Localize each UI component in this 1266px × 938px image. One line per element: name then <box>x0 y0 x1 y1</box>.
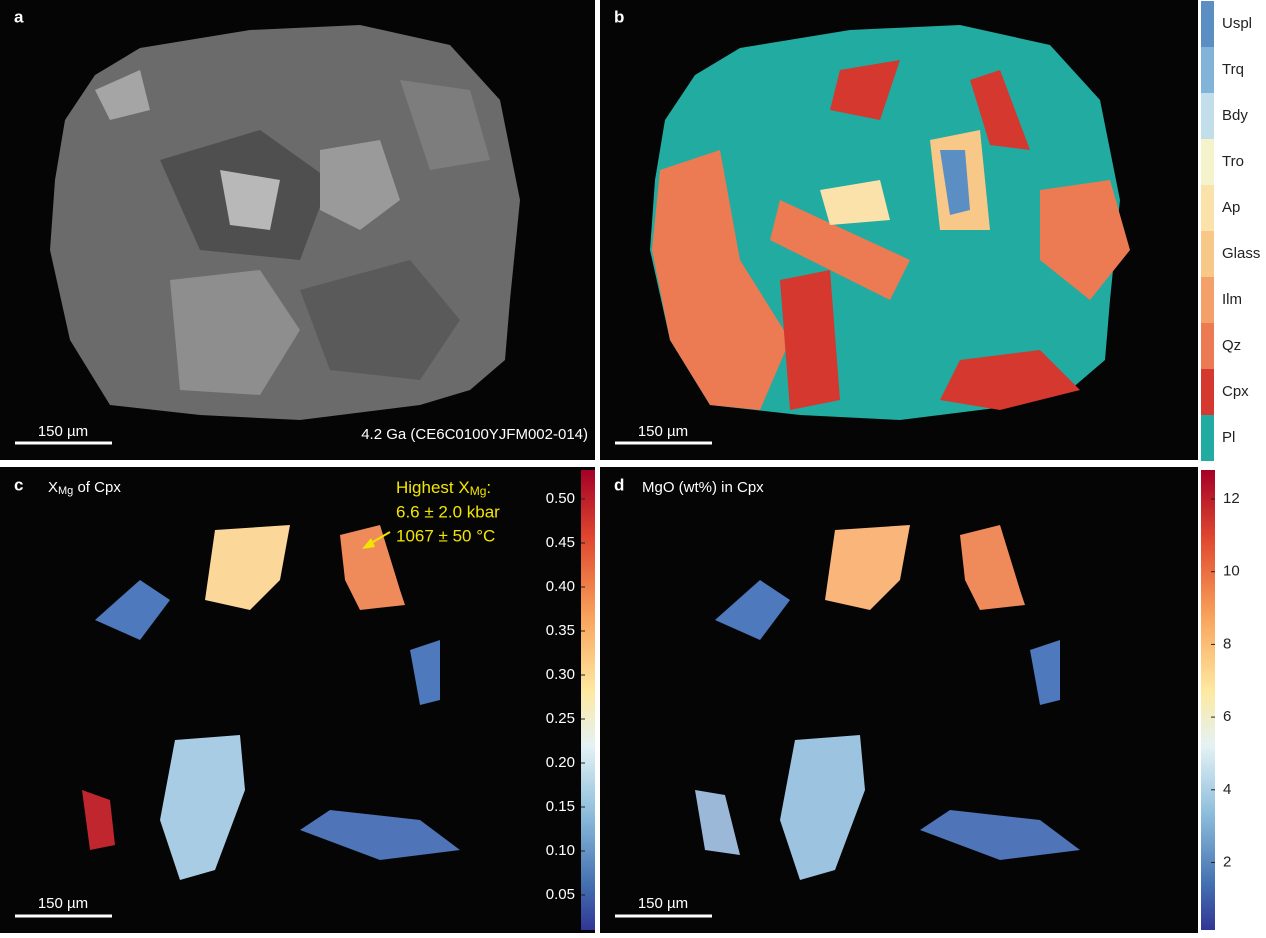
phase-region <box>820 180 890 225</box>
cpx-region <box>160 735 245 880</box>
colorbar <box>1201 470 1215 930</box>
legend-label: Ap <box>1222 199 1240 216</box>
panel-title: MgO (wt%) in Cpx <box>642 479 764 496</box>
cpx-region <box>82 790 115 850</box>
annotation: Highest XMg: <box>396 478 491 498</box>
annotation-part: : <box>486 478 491 497</box>
cpx-region <box>410 640 440 705</box>
legend-swatch <box>1201 277 1214 323</box>
legend-label: Glass <box>1222 245 1260 262</box>
phase-region <box>770 200 910 300</box>
annotation-part: Highest X <box>396 478 470 497</box>
legend-label: Qz <box>1222 337 1241 354</box>
phase-region <box>940 350 1080 410</box>
title-part: of Cpx <box>73 479 121 496</box>
legend-label: Tro <box>1222 153 1244 170</box>
panel-d: d MgO (wt%) in Cpx 150 µm 12 10 8 6 4 2 <box>600 467 1240 933</box>
scale-label: 150 µm <box>38 895 88 912</box>
colorbar-tick-label: 6 <box>1223 708 1231 725</box>
legend-swatch <box>1201 185 1214 231</box>
legend-swatch <box>1201 369 1214 415</box>
legend-label: Pl <box>1222 429 1235 446</box>
cpx-region <box>1030 640 1060 705</box>
colorbar-tick-label: 0.05 <box>546 886 575 903</box>
colorbar-ticks: 12 10 8 6 4 2 <box>1211 490 1240 870</box>
colorbar-tick-label: 4 <box>1223 781 1231 798</box>
cpx-region <box>920 810 1080 860</box>
colorbar-tick-label: 0.50 <box>546 490 575 507</box>
legend-swatch <box>1201 139 1214 185</box>
colorbar-tick-label: 0.40 <box>546 578 575 595</box>
panel-label: a <box>14 7 24 26</box>
cpx-region <box>715 580 790 640</box>
colorbar-tick-label: 0.25 <box>546 710 575 727</box>
cpx-region <box>825 525 910 610</box>
title-sub: Mg <box>58 485 73 497</box>
colorbar-ticks: 0.50 0.45 0.40 0.35 0.30 0.25 0.20 0.15 0.10 0.05 <box>546 490 585 903</box>
panel-label: c <box>14 475 23 494</box>
legend-label: Bdy <box>1222 107 1248 124</box>
arrow-head <box>362 538 375 549</box>
phase-region <box>970 70 1030 150</box>
phase-region <box>652 150 790 410</box>
title-part: X <box>48 479 58 496</box>
colorbar-tick-label: 2 <box>1223 853 1231 870</box>
grain <box>220 170 280 230</box>
annotation: 6.6 ± 2.0 kbar <box>396 502 500 521</box>
colorbar-tick-label: 0.15 <box>546 798 575 815</box>
panel-label: b <box>614 7 624 26</box>
phase-region <box>1040 180 1130 300</box>
legend-swatch <box>1201 231 1214 277</box>
colorbar-tick-label: 0.10 <box>546 842 575 859</box>
colorbar-tick-label: 0.20 <box>546 754 575 771</box>
scale-label: 150 µm <box>38 423 88 440</box>
grain <box>95 70 150 120</box>
annotation-sub: Mg <box>470 484 487 498</box>
legend-label: Trq <box>1222 61 1244 78</box>
panel-label: d <box>614 475 624 494</box>
legend-swatch <box>1201 93 1214 139</box>
colorbar-tick-label: 8 <box>1223 635 1231 652</box>
cpx-region <box>300 810 460 860</box>
legend-swatch <box>1201 1 1214 47</box>
grain <box>300 260 460 380</box>
caption: 4.2 Ga (CE6C0100YJFM002-014) <box>361 426 588 443</box>
colorbar <box>581 470 595 930</box>
scale-label: 150 µm <box>638 423 688 440</box>
legend-swatch <box>1201 47 1214 93</box>
panel-b: b 150 µm Uspl Trq Bdy Tro Ap Glass Ilm Qz Cpx Pl <box>600 0 1260 461</box>
grain <box>400 80 490 170</box>
grain <box>320 140 400 230</box>
scale-label: 150 µm <box>638 895 688 912</box>
cpx-region <box>205 525 290 610</box>
panel-title: XMg of Cpx <box>48 479 121 497</box>
cpx-region <box>960 525 1025 610</box>
annotation: 1067 ± 50 °C <box>396 526 495 545</box>
legend-label: Ilm <box>1222 291 1242 308</box>
cpx-region <box>340 525 405 610</box>
phase-region <box>940 150 970 215</box>
legend-label: Uspl <box>1222 15 1252 32</box>
colorbar-tick-label: 12 <box>1223 490 1240 507</box>
cpx-region <box>780 735 865 880</box>
panel-a: a 150 µm 4.2 Ga (CE6C0100YJFM002-014) <box>0 0 595 460</box>
legend: Uspl Trq Bdy Tro Ap Glass Ilm Qz Cpx Pl <box>1201 1 1260 461</box>
legend-label: Cpx <box>1222 383 1249 400</box>
colorbar-tick-label: 0.30 <box>546 666 575 683</box>
colorbar-tick-label: 10 <box>1223 563 1240 580</box>
cpx-region <box>95 580 170 640</box>
phase-region <box>780 270 840 410</box>
colorbar-tick-label: 0.45 <box>546 534 575 551</box>
grain <box>170 270 300 395</box>
phase-region <box>830 60 900 120</box>
panel-background <box>0 467 595 933</box>
cpx-region <box>695 790 740 855</box>
panel-c: c XMg of Cpx Highest XMg: 6.6 ± 2.0 kbar… <box>0 467 595 933</box>
legend-swatch <box>1201 323 1214 369</box>
colorbar-tick-label: 0.35 <box>546 622 575 639</box>
legend-swatch <box>1201 415 1214 461</box>
